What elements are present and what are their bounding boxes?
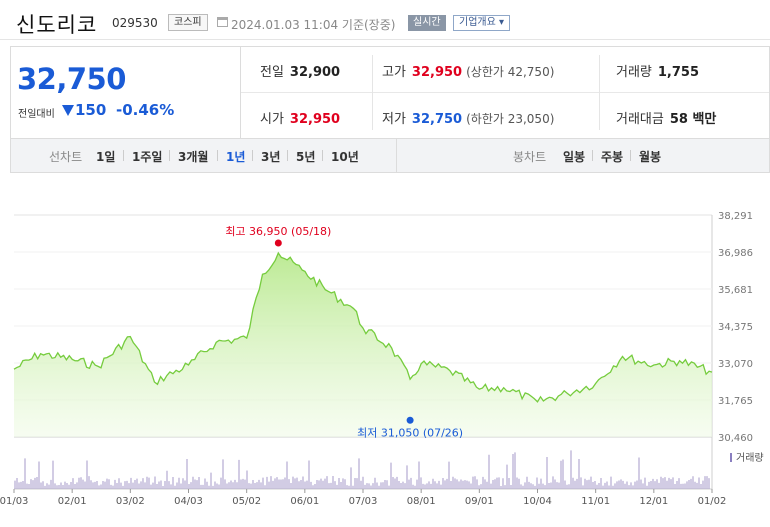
x-tick-label: 05/02 bbox=[232, 496, 261, 507]
tab-weekly[interactable]: 주봉 bbox=[601, 150, 624, 164]
x-tick-label: 02/01 bbox=[58, 496, 87, 507]
low-annotation: 최저 31,050 (07/26) bbox=[357, 426, 463, 439]
tab-separator bbox=[287, 150, 288, 161]
high-annotation: 최고 36,950 (05/18) bbox=[225, 225, 331, 238]
tab-1w[interactable]: 1주일 bbox=[132, 150, 163, 164]
y-tick-label: 38,291 bbox=[718, 211, 753, 222]
open-value: 32,950 bbox=[289, 112, 341, 127]
open-label: 시가 bbox=[260, 112, 284, 127]
quote-datetime: 2024.01.03 11:04 기준(장중) bbox=[231, 18, 396, 32]
tab-3m[interactable]: 3개월 bbox=[178, 150, 209, 164]
diff-value: 150 bbox=[75, 101, 107, 119]
x-tick-label: 06/01 bbox=[290, 496, 319, 507]
high-label: 고가 bbox=[382, 65, 406, 80]
low-marker bbox=[406, 416, 414, 424]
x-tick-label: 04/03 bbox=[174, 496, 203, 507]
tab-separator bbox=[123, 150, 124, 161]
y-tick-label: 36,986 bbox=[718, 248, 753, 259]
x-tick-label: 01/03 bbox=[0, 496, 28, 507]
prev-value: 32,900 bbox=[289, 65, 341, 80]
calendar-icon bbox=[217, 17, 228, 27]
current-price: 32,750 bbox=[17, 62, 126, 96]
tab-separator bbox=[252, 150, 253, 161]
stock-name: 신도리코 bbox=[16, 13, 98, 37]
tab-separator bbox=[217, 150, 218, 161]
lower-limit: (하한가 23,050) bbox=[466, 112, 555, 126]
high-value: 32,950 bbox=[411, 65, 463, 80]
volume: 거래량 1,755 bbox=[616, 61, 699, 80]
tab-daily[interactable]: 일봉 bbox=[563, 150, 586, 164]
x-tick-label: 11/01 bbox=[581, 496, 610, 507]
tab-1y[interactable]: 1년 bbox=[226, 150, 246, 164]
stock-code: 029530 bbox=[112, 16, 158, 30]
candle-chart-label: 봉차트 bbox=[513, 150, 547, 164]
quote-panel: 32,750 전일대비 150 -0.46% 전일 32,900 시가 32,950… bbox=[10, 46, 770, 139]
upper-limit: (상한가 42,750) bbox=[466, 65, 555, 79]
x-tick-label: 01/02 bbox=[698, 496, 727, 507]
price-area-fill bbox=[14, 253, 712, 437]
diff-label: 전일대비 bbox=[18, 109, 55, 120]
price-chart: 38,291 36,986 35,681 34,375 33,070 31,765 30,4… bbox=[0, 211, 764, 507]
low-value: 32,750 bbox=[411, 112, 463, 127]
line-chart-label: 선차트 bbox=[49, 150, 83, 164]
volume-label: 거래량 bbox=[616, 65, 652, 80]
volume-legend-label: 거래량 bbox=[736, 452, 764, 464]
tab-separator bbox=[322, 150, 323, 161]
low-label: 저가 bbox=[382, 112, 406, 127]
diff-percent: -0.46% bbox=[116, 101, 175, 119]
quote-divider bbox=[599, 55, 600, 130]
tab-10y[interactable]: 10년 bbox=[331, 150, 359, 164]
x-tick-label: 08/01 bbox=[407, 496, 436, 507]
x-tick-label: 09/01 bbox=[465, 496, 494, 507]
quote-divider bbox=[372, 55, 373, 130]
tab-3y[interactable]: 3년 bbox=[261, 150, 281, 164]
volume-value: 1,755 bbox=[657, 65, 700, 80]
x-tick-label: 10/04 bbox=[523, 496, 552, 507]
tab-separator bbox=[630, 150, 631, 161]
volume-legend-icon bbox=[730, 453, 732, 462]
chart-period-tabs: 선차트 1일 1주일 3개월 1년 3년 5년 10년 봉차트 일봉 주봉 월봉 bbox=[10, 139, 770, 173]
y-tick-label: 34,375 bbox=[718, 322, 753, 333]
high-marker bbox=[274, 239, 282, 247]
down-arrow-icon bbox=[62, 105, 74, 116]
company-info-dropdown[interactable]: 기업개요 ▾ bbox=[453, 15, 510, 31]
y-tick-label: 35,681 bbox=[718, 285, 753, 296]
tab-group-divider bbox=[396, 139, 397, 172]
x-tick-label: 12/01 bbox=[639, 496, 668, 507]
current-price-box: 32,750 전일대비 150 -0.46% bbox=[11, 47, 241, 138]
low-price: 저가 32,750 (하한가 23,050) bbox=[382, 108, 554, 127]
tab-separator bbox=[169, 150, 170, 161]
prev-close: 전일 32,900 bbox=[260, 61, 340, 80]
amount-label: 거래대금 bbox=[616, 112, 664, 127]
y-tick-label: 30,460 bbox=[718, 433, 753, 444]
price-line bbox=[13, 251, 713, 403]
realtime-button[interactable]: 실시간 bbox=[408, 15, 446, 31]
tab-1d[interactable]: 1일 bbox=[96, 150, 116, 164]
x-tick-label: 07/03 bbox=[349, 496, 378, 507]
trade-amount: 거래대금 58 백만 bbox=[616, 108, 716, 127]
market-badge: 코스피 bbox=[168, 14, 208, 31]
x-tick-label: 03/02 bbox=[116, 496, 145, 507]
quote-divider bbox=[241, 92, 769, 93]
stock-header: 신도리코 029530 코스피 2024.01.03 11:04 기준(장중) … bbox=[0, 0, 770, 40]
tab-separator bbox=[592, 150, 593, 161]
high-price: 고가 32,950 (상한가 42,750) bbox=[382, 61, 554, 80]
y-tick-label: 31,765 bbox=[718, 396, 753, 407]
prev-label: 전일 bbox=[260, 65, 284, 80]
open-price: 시가 32,950 bbox=[260, 108, 340, 127]
tab-5y[interactable]: 5년 bbox=[296, 150, 316, 164]
amount-value: 58 백만 bbox=[669, 112, 717, 127]
y-tick-label: 33,070 bbox=[718, 359, 753, 370]
tab-monthly[interactable]: 월봉 bbox=[639, 150, 662, 164]
